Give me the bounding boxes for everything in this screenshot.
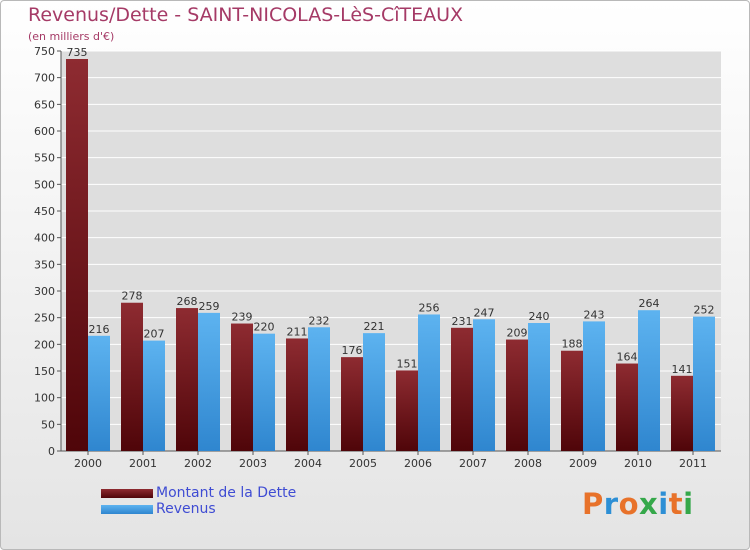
data-label-dette-2001: 278	[122, 290, 143, 303]
x-tick-label-2001: 2001	[129, 457, 157, 470]
bar-dette-2002	[176, 308, 198, 451]
y-tick-label-250: 250	[34, 312, 55, 325]
bar-dette-2003	[231, 323, 253, 451]
bar-dette-2006	[396, 370, 418, 451]
y-tick-label-50: 50	[41, 418, 55, 431]
logo-letter: o	[618, 487, 640, 521]
bar-revenus-2005	[363, 333, 385, 451]
x-tick-label-2011: 2011	[679, 457, 707, 470]
data-label-dette-2005: 176	[342, 344, 363, 357]
x-tick-label-2002: 2002	[184, 457, 212, 470]
y-tick-label-450: 450	[34, 205, 55, 218]
data-label-revenus-2005: 221	[364, 320, 385, 333]
data-label-dette-2011: 141	[672, 363, 693, 376]
data-label-revenus-2002: 259	[199, 300, 220, 313]
data-label-revenus-2008: 240	[529, 310, 550, 323]
data-label-dette-2007: 231	[452, 315, 473, 328]
bar-dette-2000	[66, 59, 88, 451]
x-tick-label-2008: 2008	[514, 457, 542, 470]
data-label-dette-2002: 268	[177, 295, 198, 308]
y-tick-label-750: 750	[34, 45, 55, 58]
y-tick-label-650: 650	[34, 98, 55, 111]
chart-title: Revenus/Dette - SAINT-NICOLAS-LèS-CîTEAU…	[28, 4, 464, 26]
legend-label-revenus: Revenus	[156, 501, 216, 517]
legend-label-dette: Montant de la Dette	[156, 485, 297, 501]
bar-revenus-2001	[143, 340, 165, 451]
data-label-revenus-2001: 207	[144, 328, 165, 341]
data-label-revenus-2007: 247	[474, 306, 495, 319]
logo-letter: t	[668, 487, 684, 521]
bar-revenus-2009	[583, 321, 605, 451]
data-label-revenus-2003: 220	[254, 321, 275, 334]
legend-swatch-revenus	[101, 505, 153, 514]
bar-dette-2008	[506, 339, 528, 451]
bar-revenus-2010	[638, 310, 660, 451]
bar-dette-2005	[341, 357, 363, 451]
data-label-revenus-2009: 243	[584, 308, 605, 321]
bar-dette-2011	[671, 375, 693, 451]
data-label-revenus-2004: 232	[309, 314, 330, 327]
data-label-revenus-2010: 264	[639, 297, 660, 310]
logo-letter: i	[683, 487, 694, 521]
y-tick-label-550: 550	[34, 152, 55, 165]
x-tick-label-2004: 2004	[294, 457, 322, 470]
bar-dette-2001	[121, 302, 143, 451]
bar-revenus-2006	[418, 314, 440, 451]
bar-dette-2010	[616, 363, 638, 451]
logo-letter: r	[603, 487, 619, 521]
y-tick-label-150: 150	[34, 365, 55, 378]
data-label-revenus-2000: 216	[89, 323, 110, 336]
bar-revenus-2002	[198, 312, 220, 451]
data-label-dette-2010: 164	[617, 351, 638, 364]
bar-revenus-2003	[253, 333, 275, 451]
data-label-dette-2008: 209	[507, 327, 528, 340]
bar-revenus-2004	[308, 327, 330, 451]
x-tick-label-2000: 2000	[74, 457, 102, 470]
data-label-revenus-2006: 256	[419, 301, 440, 314]
bar-revenus-2008	[528, 323, 550, 451]
bar-revenus-2011	[693, 316, 715, 451]
legend-swatch-dette	[101, 489, 153, 498]
data-label-dette-2006: 151	[397, 357, 418, 370]
x-tick-label-2006: 2006	[404, 457, 432, 470]
logo-letter: P	[582, 487, 604, 521]
bar-revenus-2000	[88, 335, 110, 451]
y-tick-label-400: 400	[34, 232, 55, 245]
x-tick-label-2007: 2007	[459, 457, 487, 470]
proxiti-logo: Proxiti	[582, 487, 694, 521]
bar-dette-2004	[286, 338, 308, 451]
x-tick-label-2009: 2009	[569, 457, 597, 470]
x-tick-label-2010: 2010	[624, 457, 652, 470]
data-label-dette-2009: 188	[562, 338, 583, 351]
y-tick-label-600: 600	[34, 125, 55, 138]
data-label-dette-2004: 211	[287, 325, 308, 338]
y-tick-label-300: 300	[34, 285, 55, 298]
y-tick-label-200: 200	[34, 338, 55, 351]
x-tick-label-2003: 2003	[239, 457, 267, 470]
y-tick-label-0: 0	[48, 445, 55, 458]
y-tick-label-100: 100	[34, 392, 55, 405]
data-label-dette-2000: 735	[67, 46, 88, 59]
y-tick-label-350: 350	[34, 258, 55, 271]
y-tick-label-700: 700	[34, 72, 55, 85]
logo-letter: i	[658, 487, 669, 521]
bar-dette-2009	[561, 350, 583, 451]
data-label-revenus-2011: 252	[694, 304, 715, 317]
data-label-dette-2003: 239	[232, 311, 253, 324]
bar-revenus-2007	[473, 319, 495, 451]
bar-dette-2007	[451, 327, 473, 451]
y-tick-label-500: 500	[34, 178, 55, 191]
plot-area	[61, 51, 721, 451]
x-tick-label-2005: 2005	[349, 457, 377, 470]
logo-letter: x	[639, 487, 659, 521]
chart-subtitle: (en milliers d'€)	[28, 30, 115, 43]
